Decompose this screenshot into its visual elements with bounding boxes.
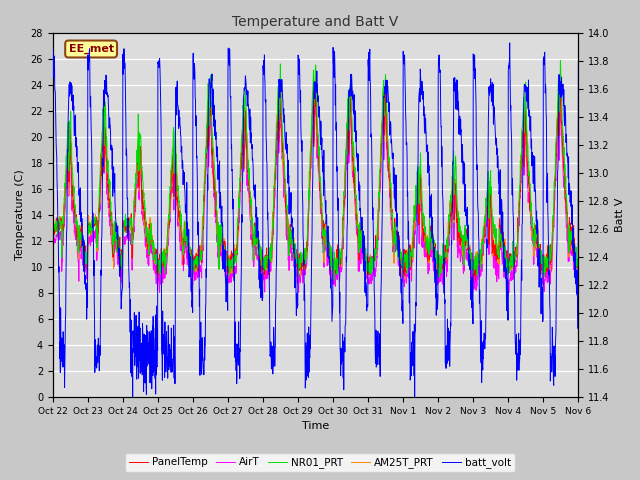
AM25T_PRT (224, 276, 232, 282)
AM25T_PRT (310, 84, 317, 90)
batt_volt (575, 40, 583, 46)
NR01_PRT (593, 126, 601, 132)
AirT (322, 242, 330, 248)
batt_volt (49, 44, 56, 49)
AirT (307, 166, 314, 172)
batt_volt (490, 105, 498, 110)
AM25T_PRT (77, 242, 85, 248)
Legend: PanelTemp, AirT, NR01_PRT, AM25T_PRT, batt_volt: PanelTemp, AirT, NR01_PRT, AM25T_PRT, ba… (125, 453, 515, 472)
batt_volt (593, 98, 601, 104)
PanelTemp (49, 226, 56, 231)
NR01_PRT (77, 232, 85, 238)
AirT (593, 165, 601, 171)
NR01_PRT (593, 111, 601, 117)
AM25T_PRT (593, 143, 601, 149)
PanelTemp (593, 137, 601, 143)
NR01_PRT (321, 232, 329, 238)
NR01_PRT (49, 220, 56, 226)
batt_volt (593, 98, 601, 104)
NR01_PRT (490, 235, 498, 240)
AM25T_PRT (609, 257, 617, 263)
Line: AM25T_PRT: AM25T_PRT (52, 87, 613, 279)
AM25T_PRT (322, 222, 330, 228)
NR01_PRT (609, 268, 617, 274)
Title: Temperature and Batt V: Temperature and Batt V (232, 15, 399, 29)
AirT (490, 253, 498, 259)
PanelTemp (307, 163, 314, 169)
AirT (276, 96, 284, 102)
NR01_PRT (330, 277, 338, 283)
NR01_PRT (307, 147, 314, 153)
batt_volt (322, 210, 330, 216)
AirT (505, 290, 513, 296)
AirT (609, 272, 617, 278)
PanelTemp (77, 244, 85, 250)
Text: EE_met: EE_met (68, 44, 114, 54)
batt_volt (77, 214, 85, 220)
PanelTemp (491, 248, 499, 254)
batt_volt (609, 70, 617, 76)
AirT (77, 252, 85, 258)
Y-axis label: Temperature (C): Temperature (C) (15, 169, 25, 261)
PanelTemp (609, 256, 617, 262)
PanelTemp (312, 73, 319, 79)
AirT (49, 242, 56, 248)
Line: PanelTemp: PanelTemp (52, 76, 613, 280)
PanelTemp (593, 149, 601, 155)
NR01_PRT (557, 58, 564, 63)
AM25T_PRT (307, 155, 314, 160)
X-axis label: Time: Time (302, 421, 329, 432)
Line: AirT: AirT (52, 99, 613, 293)
Line: NR01_PRT: NR01_PRT (52, 60, 613, 280)
Y-axis label: Batt V: Batt V (615, 198, 625, 232)
AM25T_PRT (593, 136, 601, 142)
AirT (593, 160, 601, 166)
PanelTemp (472, 277, 479, 283)
batt_volt (129, 394, 136, 400)
Line: batt_volt: batt_volt (52, 43, 613, 397)
PanelTemp (322, 230, 330, 236)
batt_volt (307, 324, 314, 329)
AM25T_PRT (49, 224, 56, 230)
AM25T_PRT (491, 246, 499, 252)
